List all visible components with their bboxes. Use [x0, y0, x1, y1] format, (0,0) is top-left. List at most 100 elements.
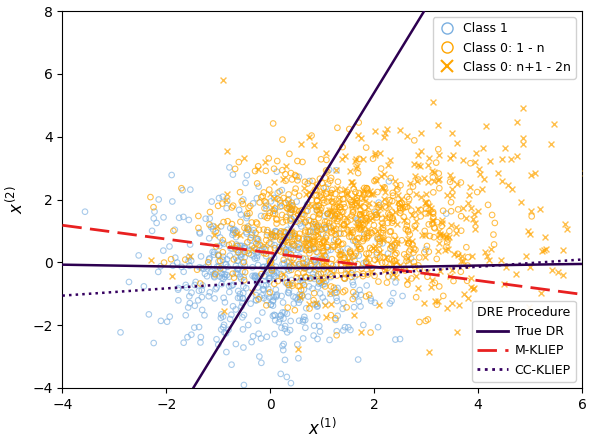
Point [321, 224, 330, 231]
Point [475, 166, 484, 173]
Point [265, 294, 274, 301]
Point [149, 215, 159, 222]
Point [336, 203, 345, 210]
Point [214, 194, 224, 202]
Point [345, 168, 355, 175]
Point [250, 255, 259, 262]
Point [239, 260, 248, 267]
Point [420, 254, 430, 261]
Point [311, 183, 320, 190]
Point [375, 240, 384, 247]
Point [215, 265, 225, 272]
Point [294, 235, 303, 242]
Point [288, 228, 297, 235]
Point [339, 300, 348, 307]
Point [429, 214, 438, 221]
Point [352, 194, 362, 202]
Point [370, 299, 379, 306]
Point [276, 370, 285, 377]
Point [314, 202, 324, 210]
Point [409, 245, 419, 252]
Point [211, 271, 220, 278]
Point [235, 231, 244, 238]
Point [239, 245, 249, 252]
Point [246, 234, 256, 241]
Point [244, 250, 253, 257]
Point [330, 243, 339, 250]
Point [266, 198, 276, 205]
Point [240, 262, 250, 270]
Point [333, 211, 342, 218]
Point [321, 167, 331, 174]
Point [306, 218, 316, 225]
Point [363, 271, 372, 278]
Point [156, 317, 166, 325]
Point [377, 165, 386, 172]
Point [221, 197, 230, 204]
Point [314, 224, 324, 231]
Point [301, 247, 311, 254]
Point [466, 160, 475, 167]
Point [397, 196, 406, 203]
Point [397, 199, 406, 206]
Point [352, 238, 361, 246]
Point [406, 179, 415, 186]
Point [420, 199, 430, 206]
Point [380, 203, 390, 210]
Point [210, 274, 219, 281]
Point [350, 252, 359, 259]
Point [372, 214, 382, 221]
Point [254, 166, 263, 173]
Point [471, 149, 481, 156]
Point [442, 304, 452, 311]
Point [257, 247, 266, 254]
Point [189, 324, 199, 331]
Point [525, 264, 535, 271]
Point [186, 331, 196, 338]
Point [266, 234, 275, 241]
Point [237, 314, 247, 321]
Point [212, 336, 221, 343]
Point [287, 245, 296, 252]
Point [224, 242, 234, 249]
Point [370, 272, 379, 279]
Point [362, 234, 372, 242]
Point [306, 274, 316, 281]
Point [434, 152, 443, 159]
Point [441, 233, 451, 240]
Point [404, 240, 413, 247]
Point [295, 283, 304, 290]
Point [247, 219, 256, 226]
Point [261, 199, 271, 206]
Point [301, 229, 310, 236]
Point [183, 333, 192, 341]
Point [526, 171, 536, 178]
Point [380, 266, 390, 273]
Point [430, 279, 439, 286]
Point [370, 128, 379, 135]
Point [407, 207, 416, 214]
Point [290, 230, 300, 237]
Point [355, 190, 364, 197]
Point [272, 229, 282, 236]
Point [317, 261, 327, 268]
Point [436, 267, 445, 274]
Point [416, 130, 426, 137]
Point [259, 226, 268, 233]
Point [428, 174, 437, 181]
Point [286, 254, 295, 262]
Point [197, 293, 207, 301]
Point [290, 307, 300, 314]
Point [370, 178, 379, 185]
Point [372, 201, 381, 208]
Point [231, 229, 240, 236]
Point [310, 266, 320, 274]
Point [374, 210, 383, 217]
Point [373, 189, 382, 196]
Point [391, 279, 400, 286]
Point [305, 250, 314, 257]
Point [357, 224, 366, 231]
Point [324, 206, 333, 214]
Point [273, 278, 282, 285]
Point [314, 222, 323, 229]
